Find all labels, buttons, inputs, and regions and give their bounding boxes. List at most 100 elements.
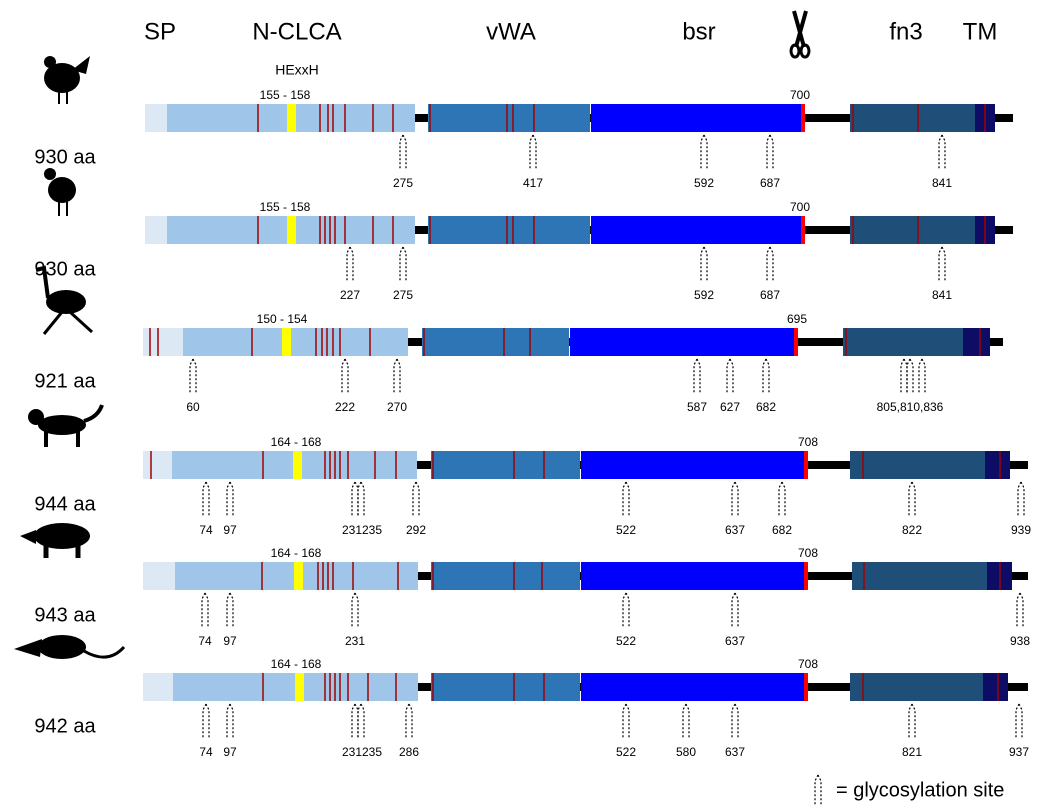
glycosylation-mark: [767, 247, 773, 281]
icon-body: [48, 177, 76, 203]
scissors-icon: [791, 11, 809, 57]
fn3-domain: [850, 216, 975, 244]
cleavage-position: 708: [798, 435, 818, 449]
site-label: 97: [223, 523, 237, 537]
sp-domain: [145, 104, 167, 132]
glycosylation-mark: [727, 359, 733, 393]
site-label: 805,810,836: [877, 400, 944, 414]
nclca-domain: [183, 328, 408, 356]
motif-range: 164 - 168: [271, 546, 322, 560]
glycosylation-mark: [1016, 704, 1022, 738]
motif-range: 150 - 154: [257, 312, 308, 326]
cleavage-position: 695: [787, 312, 807, 326]
site-label: 522: [616, 634, 636, 648]
site-label: 235: [362, 523, 382, 537]
site-label: 231: [345, 634, 365, 648]
site-label: 417: [523, 176, 543, 190]
motif-box: [294, 562, 303, 590]
icon-head: [44, 56, 56, 68]
glycosylation-mark: [694, 359, 700, 393]
fn3-domain: [850, 451, 985, 479]
bsr-domain: [570, 328, 798, 356]
glycosylation-mark: [352, 593, 358, 627]
icon-head: [14, 639, 42, 657]
glycosylation-mark: [909, 482, 915, 516]
glycosylation-mark: [406, 704, 412, 738]
glycosylation-mark: [400, 135, 406, 169]
glycosylation-mark: [227, 593, 233, 627]
glycosylation-mark: [919, 359, 925, 393]
site-label: 822: [902, 523, 922, 537]
site-label: 592: [694, 288, 714, 302]
site-label: 682: [772, 523, 792, 537]
animal-icon: [14, 635, 124, 659]
domain-label: TM: [963, 18, 998, 45]
icon-head: [28, 409, 44, 425]
fn3-domain: [850, 673, 983, 701]
site-label: 231: [342, 523, 362, 537]
protein-length: 921 aa: [34, 370, 96, 392]
tm-domain: [963, 328, 990, 356]
site-label: 222: [335, 400, 355, 414]
cleavage-position: 700: [790, 200, 810, 214]
sp-domain: [145, 216, 167, 244]
motif-range: 155 - 158: [260, 200, 311, 214]
sp-domain: [143, 328, 183, 356]
sp-domain: [143, 562, 175, 590]
motif-box: [287, 216, 296, 244]
animal-icon: [44, 168, 76, 216]
glycosylation-mark: [683, 704, 689, 738]
site-label: 938: [1010, 634, 1030, 648]
vwa-domain: [431, 673, 580, 701]
cleavage-site: [804, 673, 808, 701]
site-label: 74: [199, 745, 213, 759]
site-label: 682: [756, 400, 776, 414]
glycosylation-mark: [763, 359, 769, 393]
glycosylation-mark: [909, 704, 915, 738]
scissors-handle: [791, 45, 799, 57]
site-label: 275: [393, 176, 413, 190]
bsr-domain: [581, 562, 808, 590]
cleavage-site: [794, 328, 798, 356]
glycosylation-mark: [413, 482, 419, 516]
glycosylation-mark: [939, 135, 945, 169]
scissors-handle: [801, 45, 809, 57]
protein-row: 155 - 158700227275592687841: [145, 200, 1013, 302]
tm-domain: [983, 673, 1008, 701]
glycosylation-mark: [203, 482, 209, 516]
site-label: 235: [362, 745, 382, 759]
vwa-domain: [428, 104, 590, 132]
site-label: 74: [199, 523, 213, 537]
cleavage-site: [804, 451, 808, 479]
motif-range: 155 - 158: [260, 88, 311, 102]
site-label: 637: [725, 523, 745, 537]
glycosylation-mark: [1018, 482, 1024, 516]
protein-length: 930 aa: [34, 146, 96, 168]
cleavage-position: 708: [798, 546, 818, 560]
glycosylation-mark: [202, 593, 208, 627]
glycosylation-mark: [530, 135, 536, 169]
site-label: 286: [399, 745, 419, 759]
scissors-blade: [794, 11, 806, 47]
glycosylation-mark: [732, 593, 738, 627]
protein-length: 944 aa: [34, 493, 96, 515]
icon-snout: [20, 530, 36, 544]
site-label: 74: [198, 634, 212, 648]
glycosylation-mark: [203, 704, 209, 738]
icon-tail: [84, 647, 124, 657]
domain-label: SP: [144, 18, 176, 45]
site-label: 580: [676, 745, 696, 759]
site-label: 687: [760, 176, 780, 190]
animal-icon: [44, 56, 90, 104]
site-label: 292: [406, 523, 426, 537]
legend-text: = glycosylation site: [836, 779, 1004, 801]
glycosylation-mark: [732, 704, 738, 738]
domain-label: bsr: [682, 18, 715, 45]
glycosylation-mark: [901, 359, 907, 393]
motif-box: [295, 673, 304, 701]
site-label: 522: [616, 745, 636, 759]
glycosylation-mark: [1017, 593, 1023, 627]
animal-icon: [28, 405, 102, 447]
site-label: 841: [932, 176, 952, 190]
